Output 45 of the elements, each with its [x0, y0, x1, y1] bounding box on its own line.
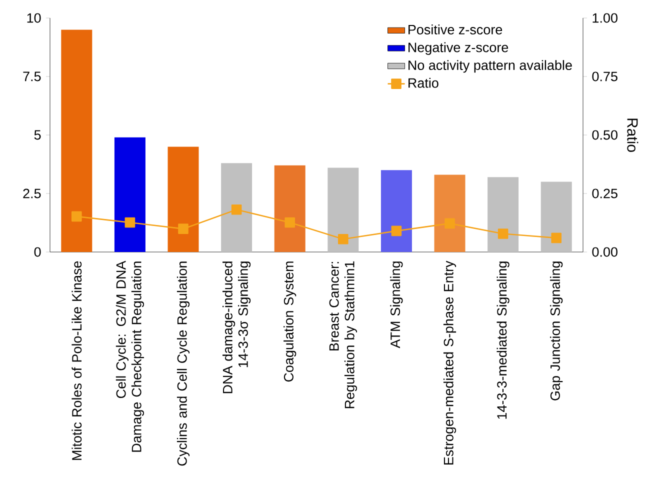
x-tick-label: Coagulation System	[284, 262, 296, 382]
y2-tick-label: 0.50	[592, 130, 618, 140]
bar	[114, 137, 146, 252]
point	[231, 204, 242, 215]
point	[284, 217, 296, 228]
bar	[61, 30, 92, 252]
point	[338, 234, 348, 244]
x-tick-label: 14-3-3-mediated Signaling	[496, 262, 510, 419]
bar	[434, 174, 466, 252]
bar	[488, 177, 519, 252]
point	[498, 228, 508, 239]
y-tick-label: 0	[34, 247, 41, 257]
x-tick-label: DNA damage-induced 14-3-3σ Signaling	[222, 262, 251, 394]
x-tick-label: Estrogen-mediated S-phase Entry	[443, 260, 456, 464]
y-tick-label: 10	[27, 13, 41, 23]
point	[551, 232, 562, 244]
legend-label: Ratio	[408, 78, 438, 88]
bar	[221, 163, 252, 252]
y-tick-label: 5	[34, 130, 41, 140]
point	[72, 211, 82, 222]
bar	[274, 165, 306, 252]
bar	[380, 170, 412, 252]
point	[391, 226, 402, 236]
y2-tick-label: 0.75	[592, 72, 618, 82]
bar	[540, 182, 572, 252]
y2-tick-label: 1.00	[592, 13, 618, 23]
bar	[168, 146, 199, 252]
x-tick-label: Breast Cancer: Regulation by Stathmin1	[329, 261, 358, 408]
y-tick-label: 7.5	[23, 72, 41, 82]
y-tick-label: 2.5	[23, 188, 41, 198]
x-tick-label: Cyclins and Cell Cycle Regulation	[176, 262, 190, 466]
point	[178, 224, 188, 234]
x-tick-label: Mitotic Roles of Polo-Like Kinase	[72, 261, 82, 460]
x-tick-label: Gap Junction Signaling	[550, 262, 563, 400]
legend-label: Negative z-score	[408, 42, 508, 55]
x-tick-label: ATM Signaling	[390, 262, 403, 348]
legend-label: Positive z-score	[408, 24, 502, 34]
y2-tick-label: 0.00	[592, 247, 618, 257]
y2-tick-label: 0.25	[592, 188, 618, 198]
legend-label: No activity pattern available	[408, 60, 572, 73]
point	[124, 217, 136, 228]
point	[444, 218, 455, 229]
y2-axis-title: Ratio	[627, 118, 638, 152]
x-tick-label: Cell Cycle: G2/M DNA Damage Checkpoint Regulation	[116, 260, 144, 452]
bar	[328, 168, 359, 252]
